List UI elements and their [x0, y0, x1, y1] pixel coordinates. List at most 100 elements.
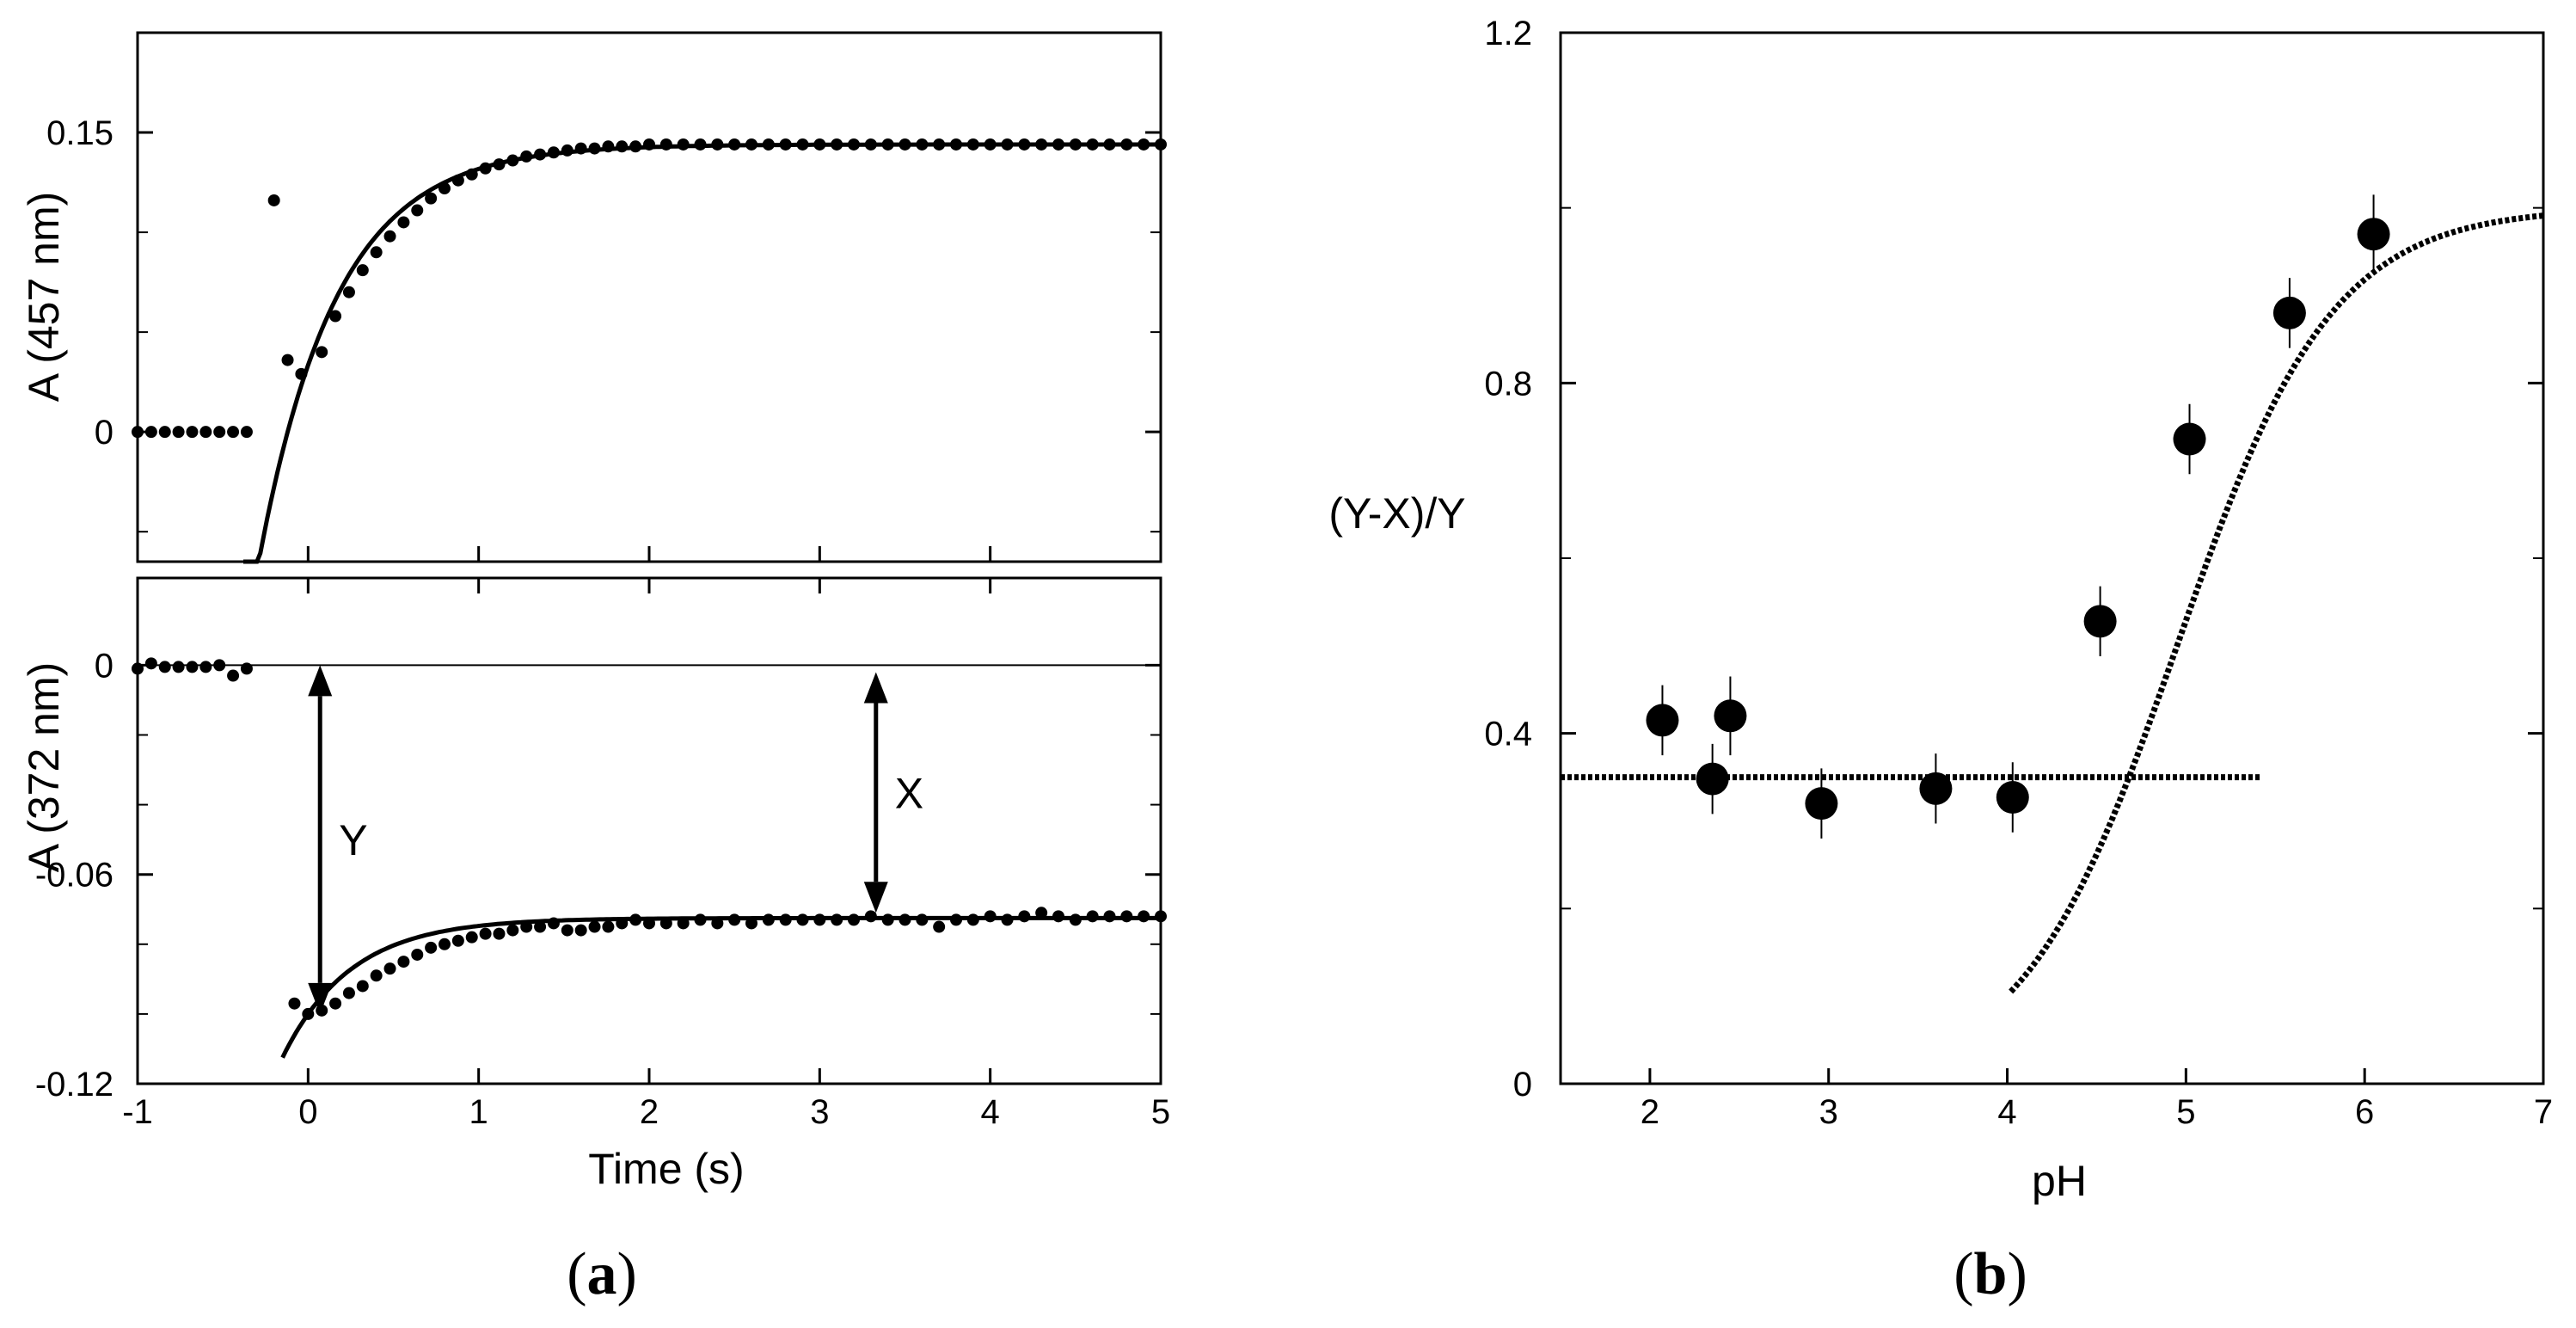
a-bottom-data-point [1138, 910, 1150, 923]
a-bottom-data-point [629, 913, 642, 926]
a-bottom-data-point [616, 917, 629, 930]
a-bottom-data-point [762, 913, 775, 926]
a-top-data-point [864, 138, 877, 151]
b-ytick-label: 0 [1513, 1066, 1532, 1104]
b-xtick-label: 2 [1641, 1093, 1659, 1131]
a-bottom-data-point [950, 913, 962, 926]
a-bottom-data-point [506, 924, 519, 937]
panel-b-ylabel: (Y-X)/Y [1328, 489, 1465, 538]
b-ytick-label: 1.2 [1484, 15, 1532, 52]
a-top-data-point [465, 168, 478, 181]
a-bottom-data-point [186, 661, 199, 673]
a-bottom-xtick-label: 2 [640, 1093, 659, 1131]
b-ytick-label: 0.4 [1484, 716, 1532, 753]
a-bottom-data-point [848, 913, 860, 926]
a-bottom-data-point [984, 910, 997, 923]
a-bottom-data-point [172, 661, 185, 673]
a-top-data-point [881, 138, 894, 151]
a-top-data-point [1069, 138, 1082, 151]
a-bottom-data-point [745, 917, 757, 930]
a-top-data-point [227, 426, 240, 439]
a-top-data-point [493, 158, 506, 171]
panel-a-top-plot: 0 0.15 A (457 nm) [20, 31, 1167, 564]
a-bottom-data-point [288, 997, 301, 1010]
caption-a: (a) [567, 1241, 637, 1307]
a-top-data-point [329, 310, 342, 323]
a-top-data-point [411, 204, 424, 217]
a-top-data-point [1001, 138, 1014, 151]
a-bottom-data-point [425, 941, 438, 954]
a-top-ytick-label: 0.15 [46, 114, 113, 152]
a-top-data-point [425, 192, 438, 205]
b-data-point [1696, 762, 1729, 796]
a-top-data-point [144, 426, 157, 439]
marker-arrow-head-down [863, 882, 888, 913]
panel-b-plot: 0 0.4 0.8 1.2 2 3 4 5 6 7 (Y-X)/Y pH [1328, 15, 2553, 1205]
a-bottom-data-point [520, 920, 533, 933]
a-top-data-point [643, 138, 655, 151]
a-bottom-data-point [933, 920, 946, 933]
a-bottom-data-point [199, 661, 212, 673]
a-top-data-point [199, 426, 212, 439]
a-top-data-point [295, 367, 308, 380]
a-top-data-point [899, 138, 911, 151]
a-top-data-point [267, 194, 280, 206]
b-xtick-label: 3 [1819, 1093, 1838, 1131]
a-bottom-ytick-label: -0.06 [35, 857, 113, 895]
a-bottom-data-point [158, 661, 171, 673]
a-bottom-data-point [329, 997, 342, 1010]
a-top-data-point [158, 426, 171, 439]
panel-a-top-frame [136, 31, 1162, 563]
a-top-data-point [1138, 138, 1150, 151]
b-titration-line [2009, 212, 2544, 994]
b-data-point [2083, 605, 2117, 638]
b-data-point [1805, 787, 1838, 821]
a-bottom-data-point [342, 987, 355, 999]
a-bottom-data-point [547, 917, 560, 930]
a-bottom-data-point [1052, 910, 1064, 923]
b-xtick-label: 4 [1997, 1093, 2016, 1131]
b-data-point [1996, 781, 2029, 815]
a-bottom-data-point [1018, 910, 1031, 923]
a-bottom-data-point [588, 920, 601, 933]
a-top-data-point [677, 138, 690, 151]
a-bottom-data-point [694, 913, 707, 926]
a-top-data-point [602, 140, 615, 153]
a-top-data-point [370, 246, 383, 259]
a-bottom-data-point [1103, 910, 1116, 923]
a-bottom-data-point [728, 913, 741, 926]
caption-b: (b) [1953, 1241, 2027, 1307]
a-top-data-point [728, 138, 741, 151]
a-top-data-point [316, 346, 328, 359]
a-bottom-data-point [383, 962, 396, 975]
a-bottom-data-point [864, 910, 877, 923]
a-top-data-point [1103, 138, 1116, 151]
marker-arrow-head-down [308, 982, 333, 1014]
a-bottom-data-point [213, 659, 226, 672]
b-data-point [2272, 296, 2306, 329]
a-bottom-data-point [899, 913, 911, 926]
a-bottom-data-point [132, 662, 144, 675]
a-top-data-point [356, 264, 369, 277]
a-top-data-point [506, 154, 519, 167]
a-bottom-data-point [397, 956, 410, 968]
a-bottom-ytick-label: 0 [95, 647, 113, 685]
a-bottom-xtick-label: -1 [122, 1093, 153, 1131]
a-bottom-xtick-label: 0 [298, 1093, 317, 1131]
a-top-data-point [779, 138, 792, 151]
b-data-point [1646, 704, 1679, 737]
panel-a-bottom-plot: 0 -0.06 -0.12-1 0 1 2 3 4 5 Y X A (372 nm) Time (… [20, 576, 1170, 1193]
a-bottom-data-point [813, 913, 826, 926]
a-top-data-point [342, 286, 355, 298]
a-top-data-point [1018, 138, 1031, 151]
a-bottom-data-point [534, 920, 547, 933]
a-top-data-point [240, 426, 253, 439]
a-bottom-data-point [643, 917, 655, 930]
a-bottom-data-point [144, 657, 157, 670]
a-top-data-point [1120, 138, 1133, 151]
b-data-point [1714, 699, 1747, 733]
a-top-data-point [547, 146, 560, 159]
a-bottom-data-point [677, 917, 690, 930]
a-top-data-point [1086, 138, 1099, 151]
a-bottom-data-point [1086, 910, 1099, 923]
